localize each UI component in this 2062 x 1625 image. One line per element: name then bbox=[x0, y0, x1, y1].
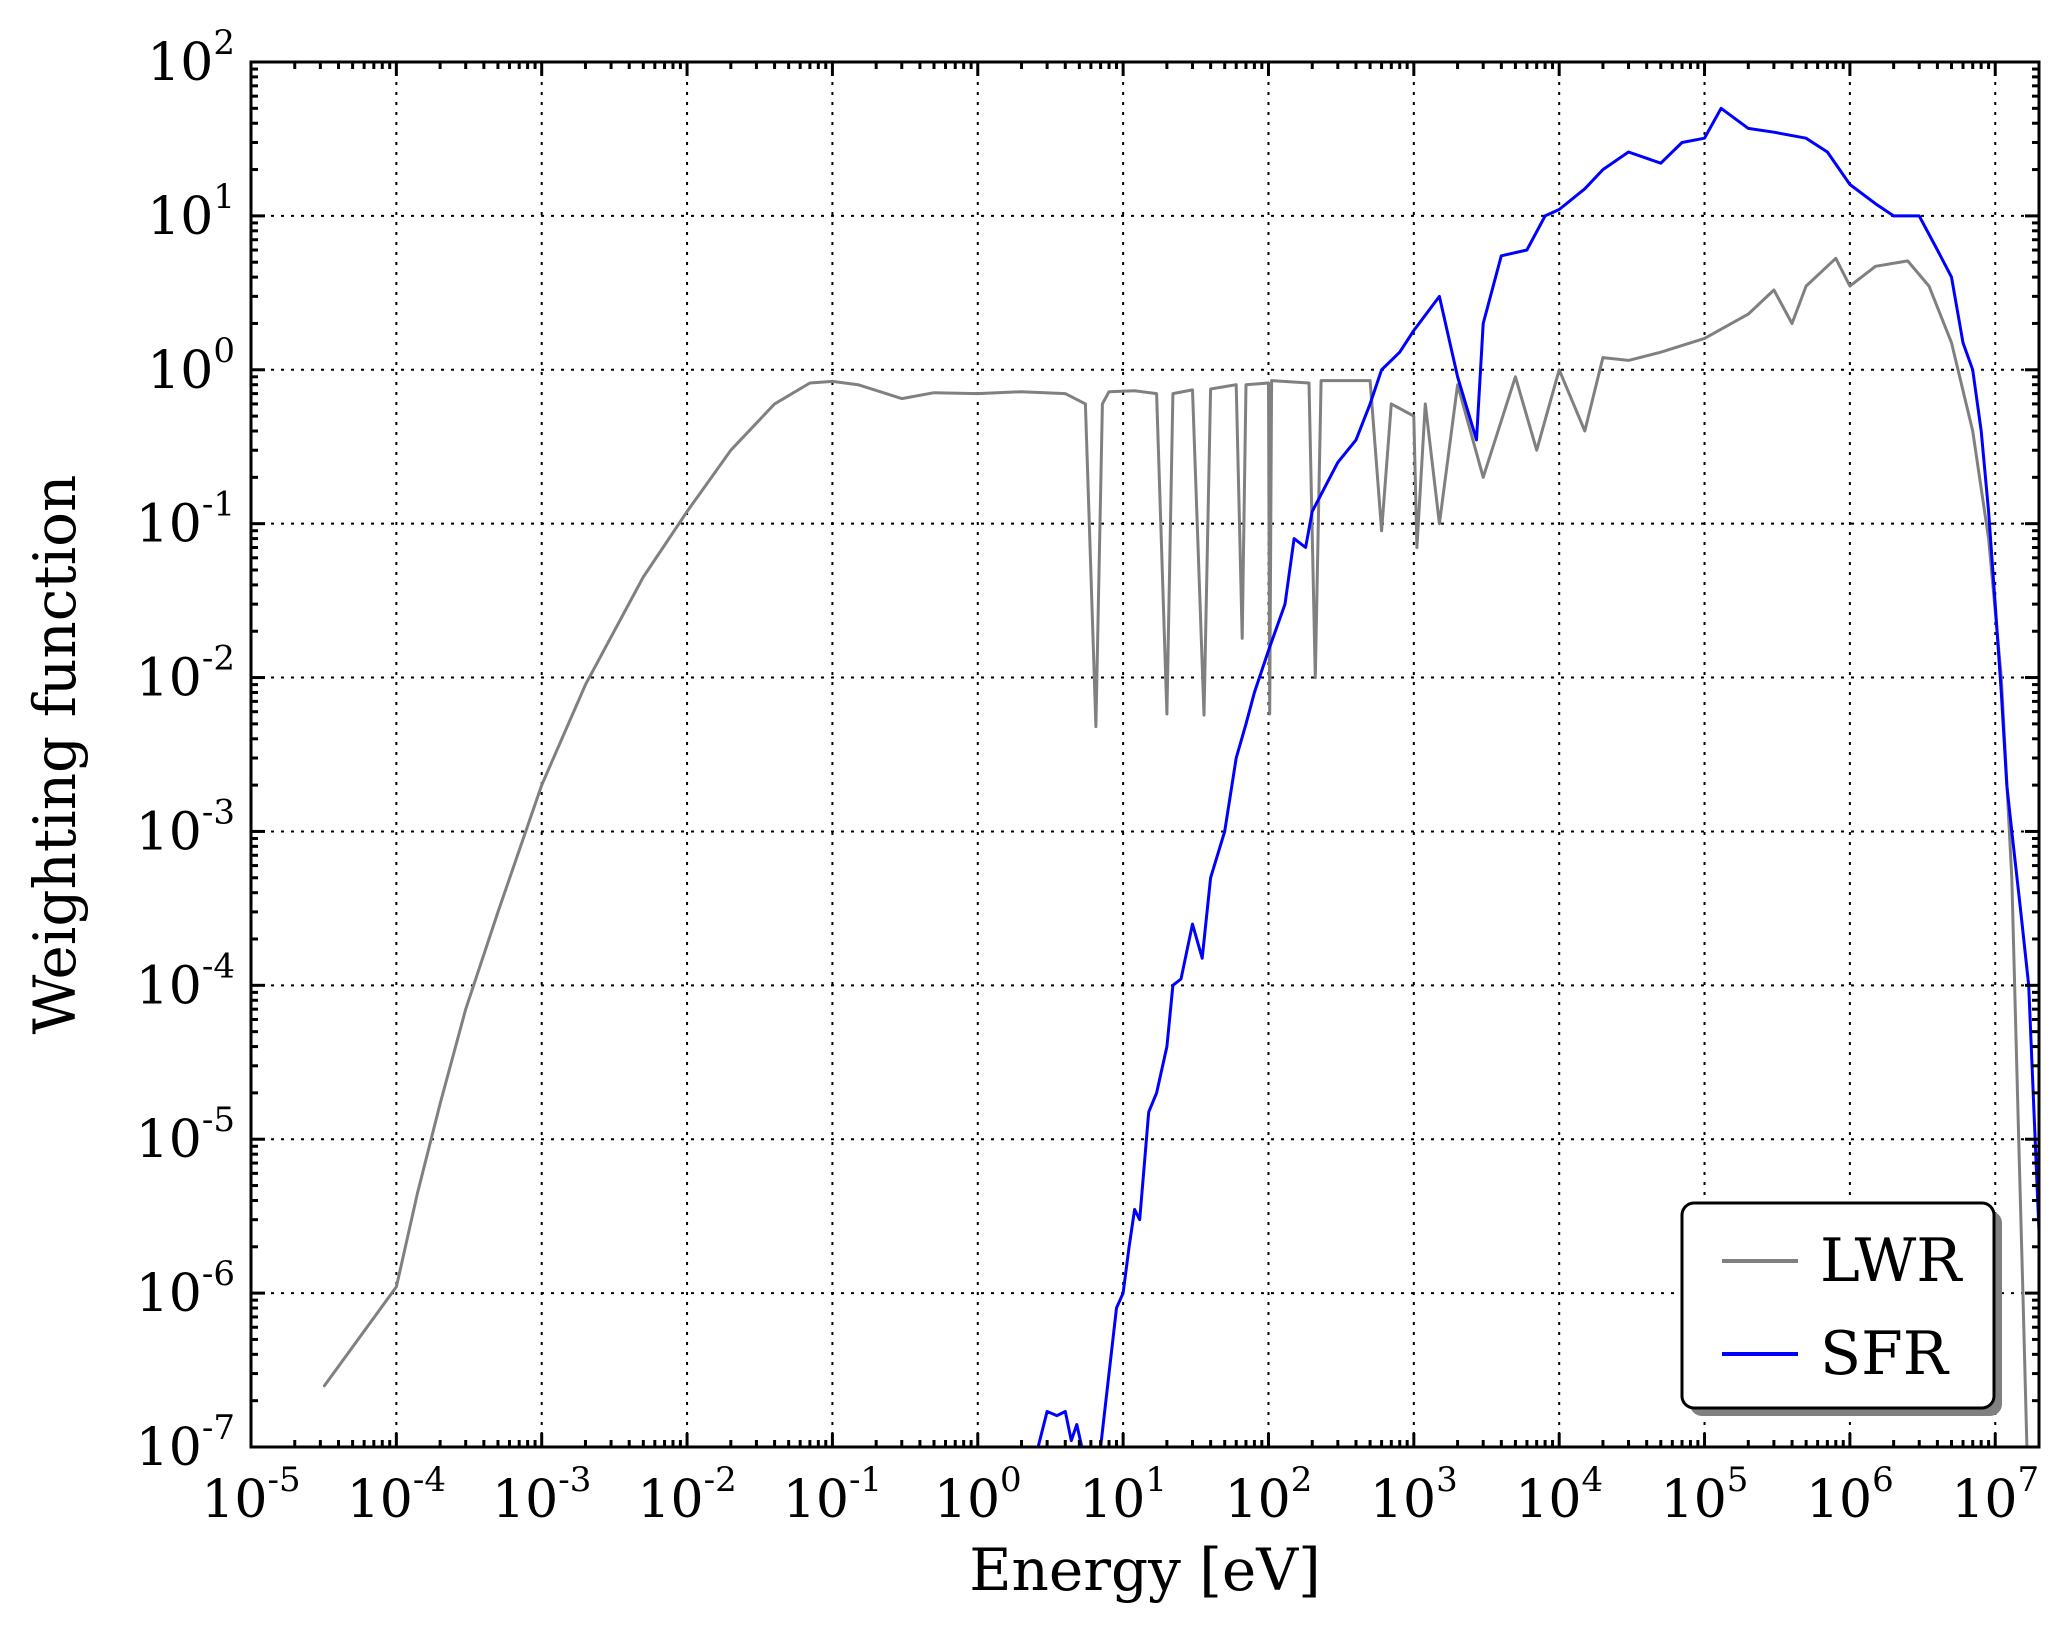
y-tick-base: 10 bbox=[136, 956, 202, 1016]
y-tick-exponent: -7 bbox=[202, 1408, 235, 1448]
y-tick-label: 10-1 bbox=[136, 485, 235, 555]
x-tick-label: 103 bbox=[1370, 1460, 1458, 1530]
y-tick-exponent: -1 bbox=[202, 485, 235, 525]
x-tick-base: 10 bbox=[1951, 1470, 2017, 1530]
x-tick-exponent: 2 bbox=[1291, 1460, 1313, 1500]
series-line-sfr bbox=[1036, 106, 2039, 1447]
x-tick-label: 10-4 bbox=[347, 1460, 446, 1530]
y-tick-exponent: -6 bbox=[202, 1254, 235, 1294]
y-tick-base: 10 bbox=[147, 187, 213, 247]
x-tick-labels: 10-5 10-4 10-3 10-2 10-1 100 101 102 103 104 105 10… bbox=[201, 1460, 2039, 1530]
x-tick-base: 10 bbox=[783, 1470, 849, 1530]
y-tick-base: 10 bbox=[136, 1110, 202, 1170]
y-tick-exponent: -4 bbox=[202, 946, 235, 986]
x-tick-base: 10 bbox=[934, 1470, 1000, 1530]
x-tick-base: 10 bbox=[347, 1470, 413, 1530]
x-tick-label: 101 bbox=[1079, 1460, 1167, 1530]
y-tick-exponent: 0 bbox=[213, 331, 235, 371]
x-tick-exponent: 1 bbox=[1145, 1460, 1167, 1500]
y-tick-label: 100 bbox=[147, 331, 235, 401]
legend-box bbox=[1680, 1201, 1996, 1410]
plot-series bbox=[322, 106, 2039, 1447]
x-tick-exponent: 7 bbox=[2018, 1460, 2040, 1500]
y-tick-label: 10-3 bbox=[136, 792, 235, 862]
y-tick-label: 10-5 bbox=[136, 1100, 235, 1170]
legend: LWR SFR bbox=[1680, 1201, 2002, 1416]
y-tick-exponent: 1 bbox=[213, 177, 235, 217]
x-tick-exponent: 6 bbox=[1872, 1460, 1894, 1500]
grid-lines bbox=[251, 62, 2039, 1447]
legend-label-sfr: SFR bbox=[1820, 1319, 1950, 1389]
x-tick-exponent: -4 bbox=[413, 1460, 446, 1500]
x-tick-base: 10 bbox=[1370, 1470, 1436, 1530]
y-tick-exponent: 2 bbox=[213, 23, 235, 63]
x-tick-label: 106 bbox=[1806, 1460, 1894, 1530]
y-tick-base: 10 bbox=[136, 1264, 202, 1324]
y-tick-label: 10-6 bbox=[136, 1254, 235, 1324]
x-tick-base: 10 bbox=[637, 1470, 703, 1530]
legend-label-lwr: LWR bbox=[1820, 1226, 1963, 1296]
y-tick-base: 10 bbox=[147, 341, 213, 401]
x-tick-base: 10 bbox=[1806, 1470, 1872, 1530]
x-tick-label: 107 bbox=[1951, 1460, 2039, 1530]
y-tick-base: 10 bbox=[136, 802, 202, 862]
x-tick-label: 104 bbox=[1515, 1460, 1603, 1530]
x-tick-base: 10 bbox=[201, 1470, 267, 1530]
y-tick-label: 10-2 bbox=[136, 639, 235, 709]
x-tick-label: 100 bbox=[934, 1460, 1022, 1530]
x-tick-exponent: -2 bbox=[704, 1460, 737, 1500]
y-tick-label: 10-7 bbox=[136, 1408, 235, 1478]
x-tick-label: 10-3 bbox=[492, 1460, 591, 1530]
x-tick-exponent: 4 bbox=[1581, 1460, 1603, 1500]
x-tick-exponent: -5 bbox=[268, 1460, 301, 1500]
x-tick-label: 10-2 bbox=[637, 1460, 736, 1530]
axis-ticks bbox=[249, 60, 2039, 1449]
x-tick-label: 105 bbox=[1661, 1460, 1749, 1530]
x-tick-base: 10 bbox=[1225, 1470, 1291, 1530]
y-tick-base: 10 bbox=[147, 33, 213, 93]
y-tick-exponent: -5 bbox=[202, 1100, 235, 1140]
x-tick-base: 10 bbox=[1661, 1470, 1727, 1530]
x-tick-exponent: 0 bbox=[1000, 1460, 1022, 1500]
y-tick-exponent: -2 bbox=[202, 639, 235, 679]
y-tick-base: 10 bbox=[136, 649, 202, 709]
y-tick-label: 10-4 bbox=[136, 946, 235, 1016]
x-tick-exponent: 5 bbox=[1727, 1460, 1749, 1500]
x-tick-label: 10-5 bbox=[201, 1460, 300, 1530]
y-axis-label: Weighting function bbox=[21, 475, 89, 1035]
x-tick-base: 10 bbox=[1079, 1470, 1145, 1530]
x-tick-label: 102 bbox=[1225, 1460, 1313, 1530]
x-tick-exponent: -3 bbox=[558, 1460, 591, 1500]
y-tick-exponent: -3 bbox=[202, 792, 235, 832]
y-tick-base: 10 bbox=[136, 1418, 202, 1478]
x-axis-label: Energy [eV] bbox=[969, 1536, 1321, 1604]
y-tick-label: 102 bbox=[147, 23, 235, 93]
series-line-lwr bbox=[322, 256, 2029, 1447]
x-tick-exponent: -1 bbox=[849, 1460, 882, 1500]
x-tick-base: 10 bbox=[492, 1470, 558, 1530]
x-tick-exponent: 3 bbox=[1436, 1460, 1458, 1500]
y-tick-label: 101 bbox=[147, 177, 235, 247]
x-tick-label: 10-1 bbox=[783, 1460, 882, 1530]
x-tick-base: 10 bbox=[1515, 1470, 1581, 1530]
plot-frame bbox=[249, 60, 2041, 1449]
y-tick-base: 10 bbox=[136, 495, 202, 555]
